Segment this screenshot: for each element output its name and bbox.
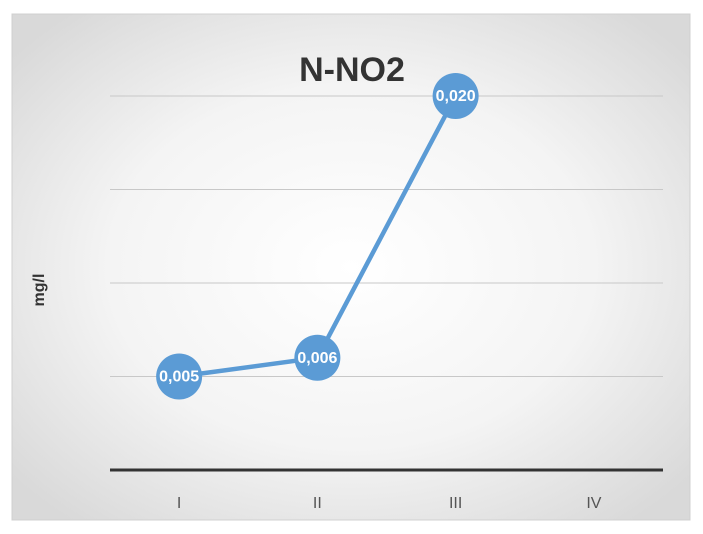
x-tick-label: IV	[586, 495, 601, 512]
marker	[156, 353, 203, 400]
x-tick-label: III	[449, 495, 462, 512]
data-label: 0,020	[436, 88, 476, 105]
marker	[432, 73, 479, 119]
y-axis-label: mg/l	[31, 274, 48, 307]
x-tick-label: II	[313, 495, 322, 512]
data-label: 0,006	[297, 350, 337, 367]
x-tick-label: I	[177, 495, 181, 512]
marker	[294, 334, 341, 381]
data-label: 0,005	[159, 369, 199, 386]
chart-background	[11, 13, 691, 521]
chart-title: N-NO2	[299, 51, 405, 89]
